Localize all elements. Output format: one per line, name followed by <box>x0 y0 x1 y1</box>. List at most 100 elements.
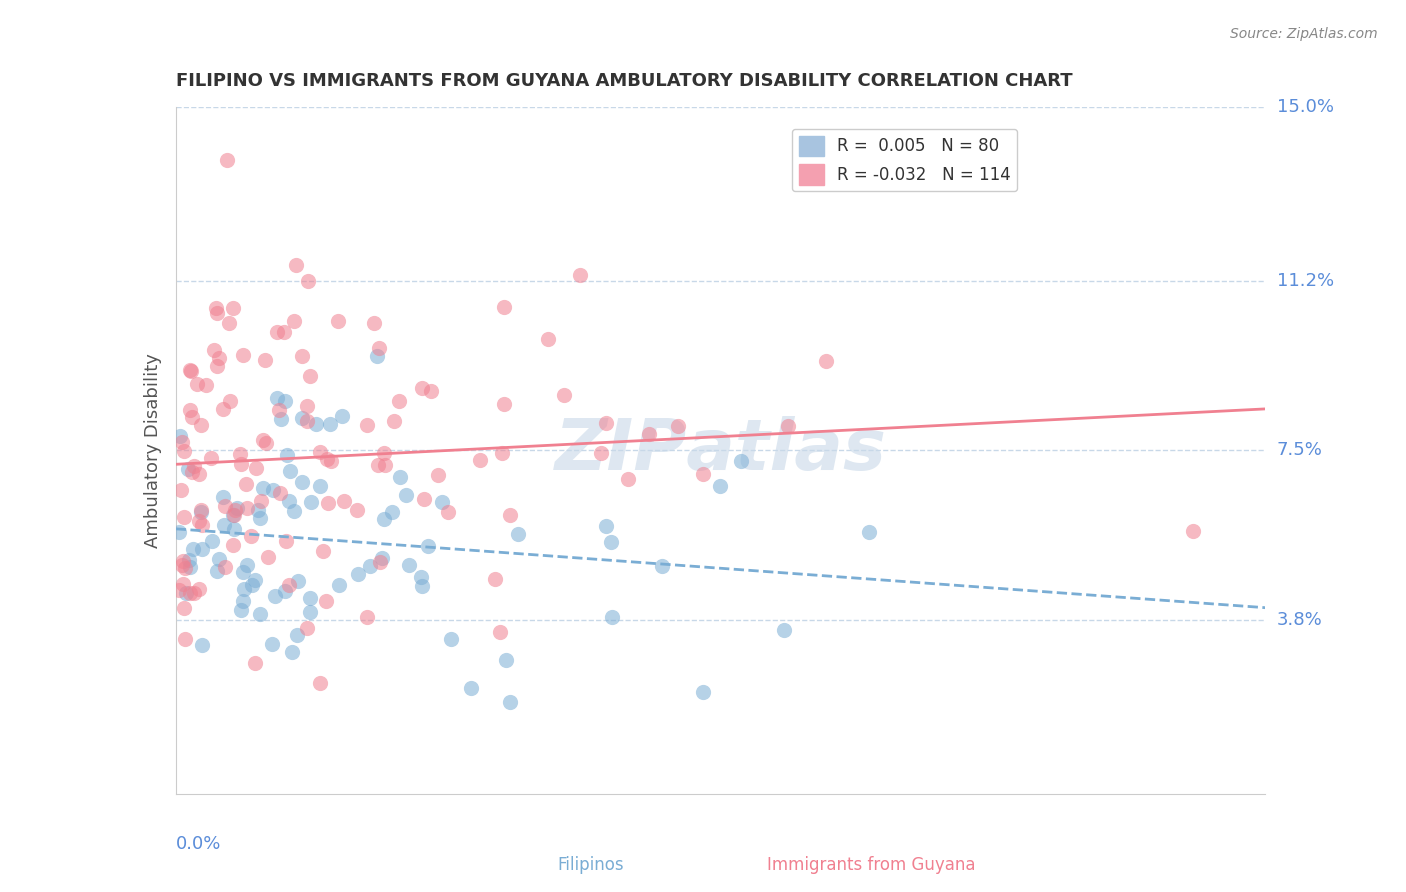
Point <box>315 594 337 608</box>
Point <box>460 681 482 696</box>
Point <box>262 637 284 651</box>
Point <box>218 316 240 330</box>
Point <box>382 414 405 428</box>
Point <box>284 258 307 272</box>
Point <box>297 274 319 288</box>
Point <box>274 393 297 408</box>
Point <box>212 490 235 504</box>
Point <box>267 403 290 417</box>
Point <box>730 454 752 468</box>
Point <box>426 467 449 482</box>
Point <box>249 510 271 524</box>
Point <box>416 540 439 554</box>
Point <box>222 538 245 552</box>
Point <box>536 332 558 346</box>
Point <box>183 458 205 473</box>
Point <box>356 418 378 433</box>
Point <box>492 300 515 314</box>
Text: ZIP​atlas: ZIP​atlas <box>554 416 887 485</box>
Point <box>299 605 322 619</box>
Point <box>312 543 335 558</box>
Point <box>235 477 257 491</box>
Point <box>299 368 322 383</box>
Point <box>179 363 201 377</box>
Y-axis label: Ambulatory Disability: Ambulatory Disability <box>143 353 162 548</box>
Point <box>174 632 197 647</box>
Point <box>224 502 246 516</box>
Point <box>222 301 245 316</box>
Point <box>1181 524 1204 538</box>
Point <box>232 565 254 579</box>
Point <box>205 301 228 315</box>
Text: Filipinos: Filipinos <box>557 856 624 874</box>
Point <box>274 583 297 598</box>
Point <box>201 533 224 548</box>
Point <box>188 467 211 482</box>
Point <box>491 446 513 460</box>
Point <box>637 426 659 441</box>
Point <box>437 505 460 519</box>
Point <box>666 418 689 433</box>
Point <box>217 153 239 168</box>
Point <box>191 518 214 533</box>
Point <box>366 349 388 363</box>
Point <box>398 558 420 573</box>
Point <box>508 527 530 541</box>
Point <box>170 434 193 449</box>
Point <box>229 447 252 461</box>
Point <box>367 458 389 472</box>
Point <box>326 314 349 328</box>
Point <box>499 695 522 709</box>
Point <box>269 485 291 500</box>
Point <box>368 341 391 355</box>
Point <box>299 591 322 605</box>
Point <box>257 549 280 564</box>
Point <box>208 551 231 566</box>
Text: 11.2%: 11.2% <box>1277 272 1334 290</box>
Point <box>498 508 520 523</box>
Point <box>191 638 214 652</box>
Point <box>388 394 411 409</box>
Point <box>389 470 412 484</box>
Point <box>240 529 263 543</box>
Point <box>190 503 212 517</box>
Text: 15.0%: 15.0% <box>1277 98 1333 116</box>
Point <box>374 458 396 472</box>
Point <box>692 685 714 699</box>
Point <box>297 414 319 428</box>
Point <box>172 576 194 591</box>
Point <box>319 454 342 468</box>
Point <box>285 627 308 641</box>
Point <box>440 632 463 646</box>
Point <box>616 472 638 486</box>
Point <box>254 436 277 450</box>
Point <box>283 504 305 518</box>
Point <box>318 496 340 510</box>
Point <box>468 453 491 467</box>
Point <box>589 446 612 460</box>
Point <box>264 589 287 603</box>
Point <box>200 451 222 466</box>
Point <box>411 570 433 584</box>
Point <box>492 397 515 411</box>
Point <box>299 495 322 509</box>
Text: FILIPINO VS IMMIGRANTS FROM GUYANA AMBULATORY DISABILITY CORRELATION CHART: FILIPINO VS IMMIGRANTS FROM GUYANA AMBUL… <box>176 72 1073 90</box>
Point <box>177 462 200 476</box>
Text: 0.0%: 0.0% <box>176 835 221 853</box>
Point <box>186 376 208 391</box>
Point <box>419 384 441 399</box>
Point <box>488 624 510 639</box>
Point <box>207 564 229 578</box>
Point <box>309 479 332 493</box>
Point <box>214 499 236 513</box>
Point <box>226 501 249 516</box>
Point <box>232 594 254 608</box>
Point <box>218 394 240 409</box>
Point <box>190 417 212 432</box>
Point <box>276 448 298 462</box>
Point <box>169 428 191 442</box>
Point <box>222 508 245 522</box>
Point <box>363 316 385 330</box>
Point <box>187 582 209 597</box>
Point <box>277 494 299 508</box>
